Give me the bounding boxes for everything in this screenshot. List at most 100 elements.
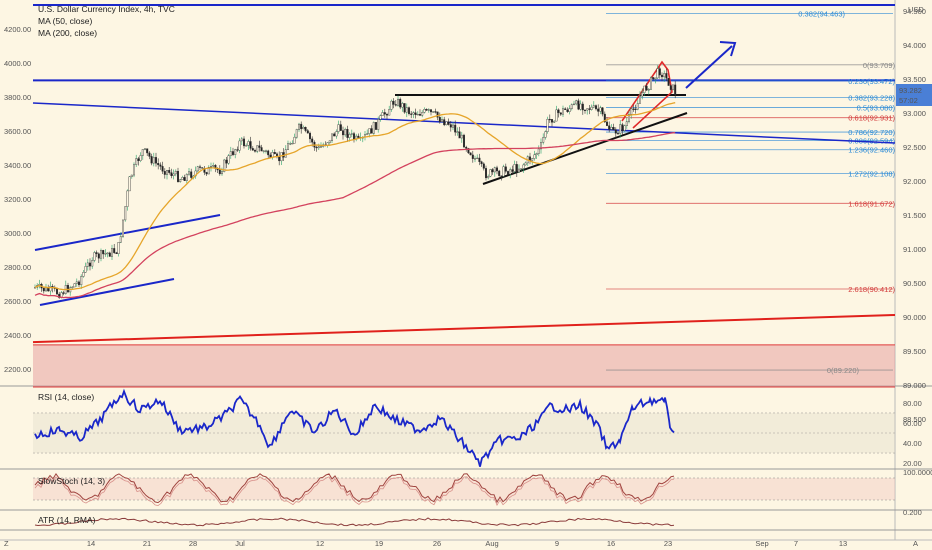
candle-body <box>198 166 201 168</box>
candle-body <box>553 120 556 123</box>
candle-body <box>491 169 494 173</box>
candle-body <box>489 169 492 177</box>
candle-body <box>559 112 562 115</box>
candle-body <box>658 68 661 76</box>
right-tick-2: 93.500 <box>903 75 926 84</box>
candle-body <box>176 171 179 183</box>
candle-body <box>421 112 424 116</box>
fib-label-7: 0.886(92.594) <box>848 137 895 146</box>
last-price-tag <box>896 84 932 106</box>
candle-body <box>218 169 221 175</box>
candle-body <box>540 142 543 150</box>
candle-body <box>471 154 474 159</box>
candle-body <box>430 109 433 113</box>
left-tick-0: 4200.00 <box>4 25 31 34</box>
candle-body <box>348 134 351 138</box>
candle-body <box>117 242 120 254</box>
candle-body <box>146 148 149 154</box>
candle-body <box>496 167 499 172</box>
last-price-label: 93.282 <box>899 86 922 95</box>
candle-body <box>390 100 393 110</box>
candle-body <box>612 127 615 130</box>
fib-label-12: 0(89.220) <box>827 366 860 375</box>
candle-body <box>207 167 210 175</box>
candle-body <box>520 168 523 170</box>
candle-body <box>247 141 250 146</box>
candle-body <box>353 133 356 140</box>
fib-label-9: 1.272(92.108) <box>848 170 895 179</box>
candle-body <box>592 105 595 108</box>
candle-body <box>366 133 369 135</box>
candle-body <box>669 85 672 90</box>
candle-body <box>551 119 554 123</box>
candle-body <box>625 121 628 127</box>
candle-body <box>443 119 446 126</box>
candle-body <box>157 163 160 166</box>
candle-body <box>656 68 659 79</box>
candle-body <box>170 172 173 176</box>
candle-body <box>394 104 397 106</box>
left-tick-9: 2400.00 <box>4 331 31 340</box>
candle-body <box>599 107 602 112</box>
candle-body <box>262 150 265 152</box>
x-tick-4: 12 <box>316 539 324 548</box>
candle-body <box>515 164 518 173</box>
candle-body <box>161 166 164 172</box>
candle-body <box>575 100 578 105</box>
candle-body <box>581 103 584 111</box>
fib-label-0: 0.382(94.463) <box>798 10 845 19</box>
candle-body <box>212 165 215 167</box>
candle-body <box>386 114 389 116</box>
candle-body <box>132 164 135 176</box>
candle-body <box>126 190 129 207</box>
candle-body <box>628 114 631 122</box>
candle-body <box>617 133 620 135</box>
left-tick-7: 2800.00 <box>4 263 31 272</box>
projection-arrowhead <box>719 41 737 57</box>
candle-body <box>474 158 477 160</box>
candle-body <box>634 108 637 110</box>
candle-body <box>80 276 83 286</box>
candle-body <box>544 131 547 138</box>
right-tick-12: 88.500 <box>903 415 926 424</box>
right-tick-10: 89.500 <box>903 347 926 356</box>
fib-label-10: 1.618(91.672) <box>848 199 895 208</box>
candle-body <box>225 159 228 164</box>
candle-body <box>251 148 254 151</box>
candle-body <box>121 219 124 237</box>
x-tick-3: Jul <box>235 539 245 548</box>
candle-body <box>608 125 611 130</box>
candle-body <box>447 121 450 125</box>
x-tick-10: 23 <box>664 539 672 548</box>
candle-body <box>639 95 642 104</box>
candle-body <box>311 138 314 143</box>
candle-body <box>368 128 371 134</box>
stoch-tick-0: 100.0000 <box>903 468 932 477</box>
x-tick-13: 13 <box>839 539 847 548</box>
candle-body <box>399 98 402 108</box>
candle-body <box>249 141 252 149</box>
candle-body <box>168 170 171 173</box>
candle-body <box>423 109 426 113</box>
candle-body <box>397 98 400 106</box>
candle-body <box>309 132 312 140</box>
candle-body <box>524 162 527 166</box>
candle-body <box>143 148 146 150</box>
stoch-legend: SlowStoch (14, 3) <box>38 476 105 486</box>
candle-body <box>522 164 525 169</box>
candle-body <box>546 118 549 132</box>
candle-body <box>502 166 505 177</box>
candle-body <box>463 134 466 148</box>
candle-body <box>234 149 237 155</box>
candle-body <box>331 133 334 141</box>
candle-body <box>436 111 439 118</box>
candle-body <box>441 119 444 122</box>
candle-body <box>500 175 503 177</box>
candle-body <box>518 168 521 173</box>
candle-body <box>619 124 622 134</box>
left-tick-1: 4000.00 <box>4 59 31 68</box>
candle-body <box>630 108 633 115</box>
candle-body <box>557 109 560 113</box>
